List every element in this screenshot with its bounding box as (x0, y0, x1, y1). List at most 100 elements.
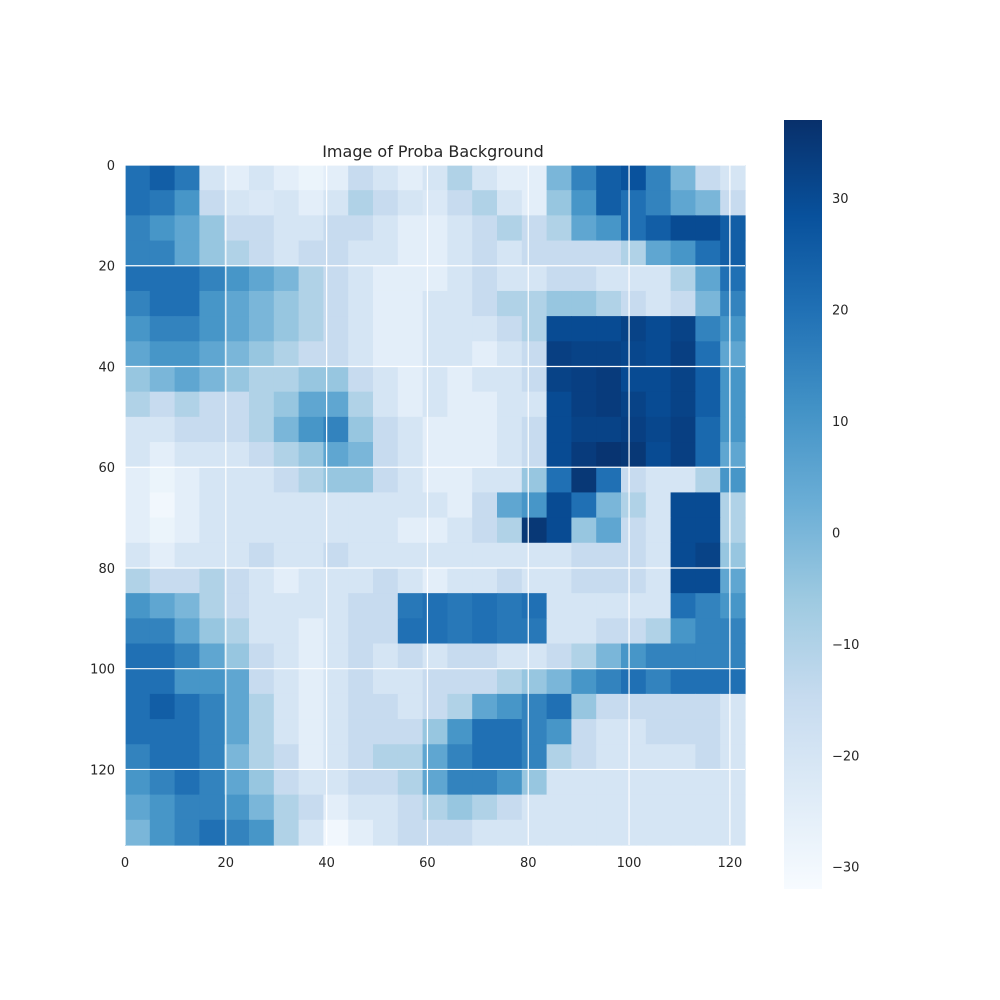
heatmap-cell (348, 391, 374, 418)
heatmap-cell (472, 794, 498, 821)
heatmap-cell (149, 190, 176, 216)
heatmap-cell (323, 542, 349, 569)
heatmap-cell (546, 744, 572, 771)
heatmap-cell (125, 467, 151, 494)
heatmap-cell (323, 316, 349, 342)
heatmap-cell (596, 366, 622, 393)
heatmap-cell (596, 416, 622, 443)
heatmap-cell (546, 819, 572, 846)
heatmap-cell (149, 341, 176, 368)
chart-title: Image of Proba Background (322, 142, 544, 161)
heatmap-cell (323, 165, 349, 191)
heatmap-cell (373, 341, 399, 368)
heatmap-cell (472, 366, 498, 393)
heatmap-cell (695, 265, 721, 292)
heatmap-cell (621, 517, 647, 544)
heatmap-cell (621, 794, 647, 821)
heatmap-cell (224, 819, 250, 846)
heatmap-cell (348, 693, 374, 720)
heatmap-cell (571, 416, 597, 443)
heatmap-cell (323, 190, 349, 216)
heatmap-cell (273, 240, 300, 267)
heatmap-cell (521, 290, 548, 317)
heatmap-cell (373, 416, 399, 443)
heatmap-cell (447, 744, 473, 771)
heatmap-cell (224, 391, 250, 418)
heatmap-cell (422, 290, 448, 317)
heatmap-cell (224, 492, 250, 519)
heatmap-cell (397, 391, 424, 418)
heatmap-cell (323, 215, 349, 242)
heatmap-cell (695, 316, 721, 342)
heatmap-cell (621, 391, 647, 418)
heatmap-cell (670, 290, 696, 317)
x-axis: 0 20 40 60 80 100 120 (121, 856, 742, 871)
heatmap-cell (397, 492, 424, 519)
heatmap-cell (645, 542, 672, 569)
heatmap-cell (249, 769, 275, 796)
heatmap-cell (695, 593, 721, 619)
heatmap-cell (546, 769, 572, 796)
heatmap-cell (125, 215, 151, 242)
heatmap-cell (571, 190, 597, 216)
heatmap-cell (323, 668, 349, 695)
heatmap-cell (249, 215, 275, 242)
heatmap-cell (125, 517, 151, 544)
heatmap-cell (447, 190, 473, 216)
heatmap-cell (695, 567, 721, 594)
heatmap-cell (521, 341, 548, 368)
heatmap-cell (397, 794, 424, 821)
heatmap-cell (298, 215, 324, 242)
heatmap-cell (521, 215, 548, 242)
heatmap-cell (447, 467, 473, 494)
heatmap-cell (249, 265, 275, 292)
heatmap-cell (571, 165, 597, 191)
heatmap-cell (273, 593, 300, 619)
heatmap-cell (174, 693, 200, 720)
heatmap-cell (224, 366, 250, 393)
heatmap-cell (645, 593, 672, 619)
heatmap-cell (497, 542, 523, 569)
heatmap-cell (645, 517, 672, 544)
heatmap-cell (273, 744, 300, 771)
heatmap-cell (348, 190, 374, 216)
heatmap-cell (596, 391, 622, 418)
heatmap-cell (521, 190, 548, 216)
heatmap-cell (323, 240, 349, 267)
heatmap-cell (199, 341, 225, 368)
heatmap-cell (546, 265, 572, 292)
heatmap-cell (348, 467, 374, 494)
x-tick-label: 0 (121, 856, 129, 871)
heatmap-cell (199, 719, 225, 745)
heatmap-cell (472, 316, 498, 342)
heatmap-cell (174, 290, 200, 317)
heatmap-cell (546, 643, 572, 670)
heatmap-cell (670, 215, 696, 242)
heatmap-cell (323, 442, 349, 468)
heatmap-cell (273, 265, 300, 292)
heatmap-cell (422, 593, 448, 619)
heatmap-cell (397, 366, 424, 393)
heatmap-cell (645, 215, 672, 242)
colorbar-tick-label: −20 (832, 749, 859, 764)
heatmap-cell (397, 265, 424, 292)
heatmap-cell (670, 265, 696, 292)
heatmap-cell (670, 517, 696, 544)
heatmap-cell (323, 819, 349, 846)
heatmap-cell (249, 442, 275, 468)
heatmap-cell (149, 769, 176, 796)
heatmap-cell (298, 391, 324, 418)
heatmap-cell (571, 467, 597, 494)
heatmap-cell (323, 467, 349, 494)
heatmap-cell (125, 391, 151, 418)
heatmap-cell (472, 391, 498, 418)
heatmap-cell (422, 769, 448, 796)
heatmap-cell (397, 215, 424, 242)
heatmap-cell (298, 744, 324, 771)
heatmap-cell (720, 366, 746, 393)
heatmap-cell (447, 693, 473, 720)
heatmap-cell (670, 542, 696, 569)
heatmap-cell (695, 467, 721, 494)
colorbar (784, 120, 822, 889)
heatmap-cell (422, 215, 448, 242)
